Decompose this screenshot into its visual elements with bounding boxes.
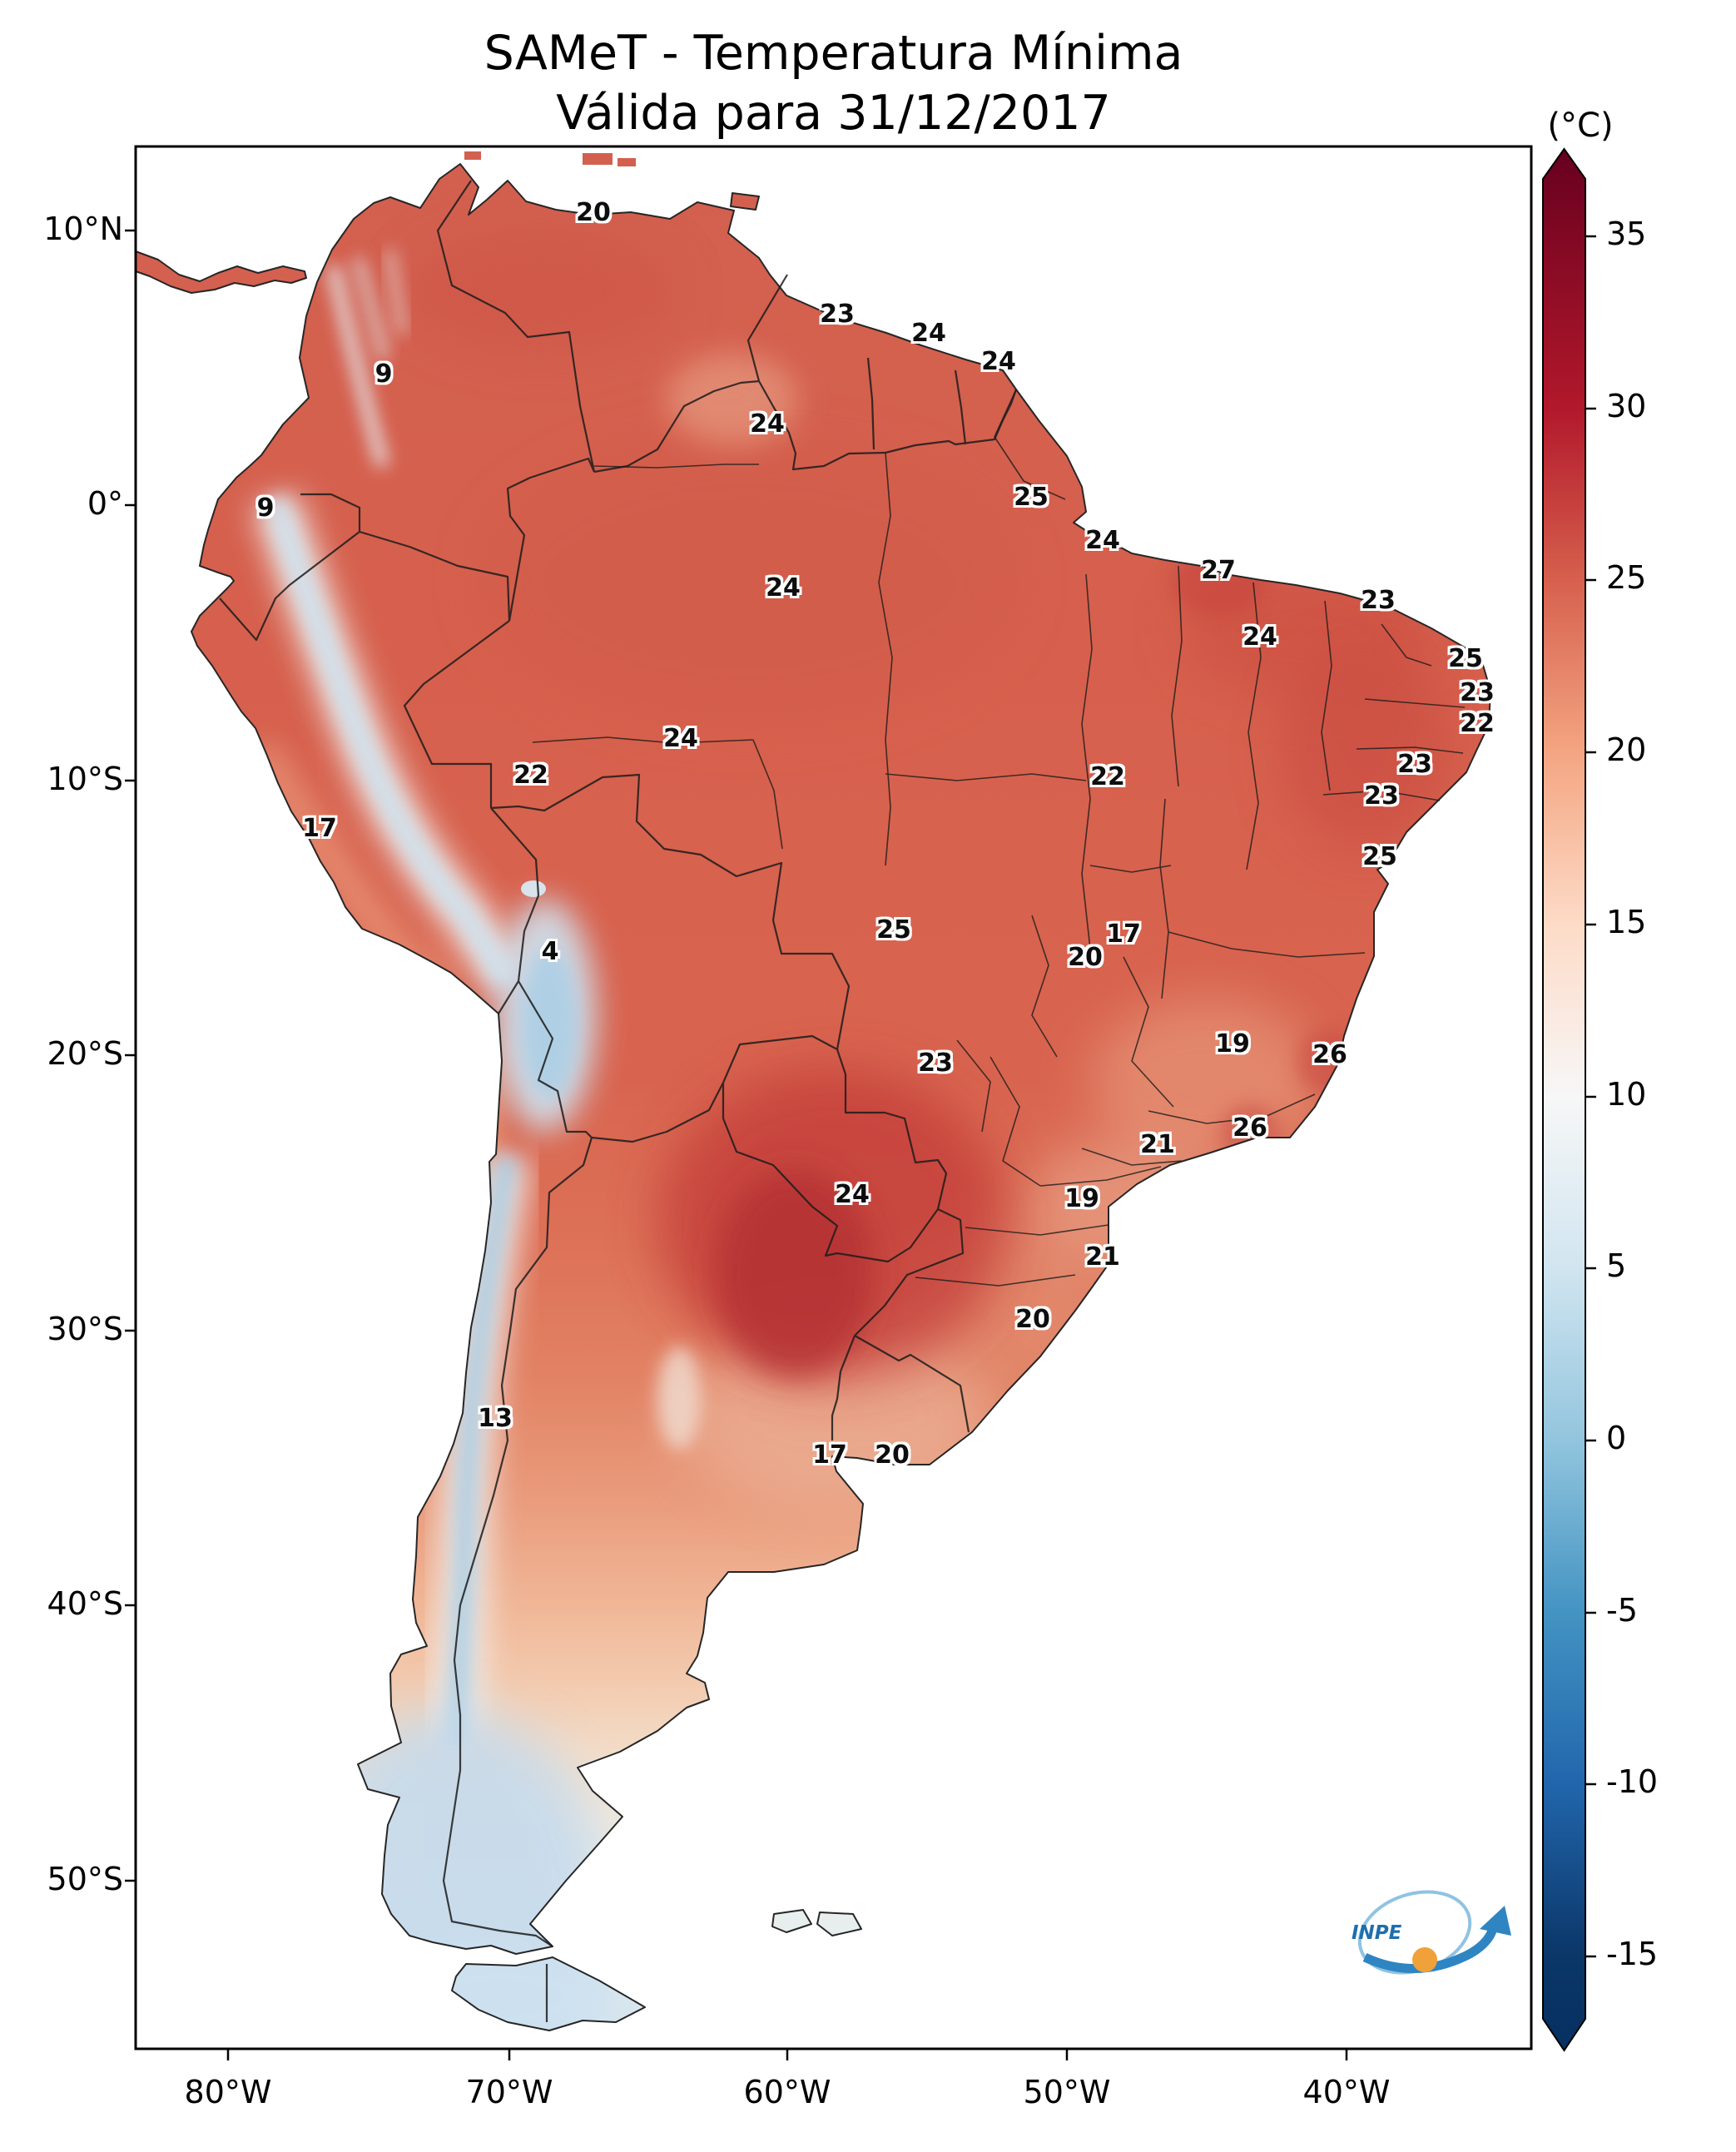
temperature-label: 23 <box>918 1049 953 1078</box>
temperature-label: 26 <box>1233 1113 1267 1143</box>
temperature-label: 20 <box>875 1440 910 1470</box>
colorbar-tick-label: -15 <box>1606 1936 1659 1972</box>
longitude-tick-label: 50°W <box>1023 2074 1111 2110</box>
temperature-label: 25 <box>1014 483 1049 512</box>
colorbar-tick-label: -10 <box>1606 1763 1659 1800</box>
colorbar-tick-label: 0 <box>1606 1420 1627 1456</box>
temperature-label: 17 <box>1106 920 1141 949</box>
colorbar-tick-label: 25 <box>1606 559 1647 596</box>
temperature-label: 20 <box>1015 1305 1050 1334</box>
longitude-tick-label: 60°W <box>743 2074 831 2110</box>
colorbar-tick-label: -5 <box>1606 1592 1638 1629</box>
temperature-label: 9 <box>374 359 393 389</box>
latitude-tick-label: 10°S <box>47 761 123 797</box>
temperature-label: 21 <box>1140 1130 1175 1159</box>
temperature-label: 19 <box>1215 1029 1250 1059</box>
inpe-logo-arrowhead <box>1480 1906 1511 1936</box>
longitude-tick-label: 80°W <box>184 2074 272 2110</box>
temperature-label: 27 <box>1201 556 1236 585</box>
colorbar-tick-label: 15 <box>1606 904 1647 940</box>
latitude-tick-label: 0° <box>87 485 123 522</box>
temperature-label: 19 <box>1064 1184 1099 1213</box>
colorbar-tick-label: 10 <box>1606 1076 1647 1113</box>
latitude-tick-label: 50°S <box>47 1861 123 1897</box>
colorbar <box>1542 147 1586 2052</box>
temperature-label: 24 <box>911 319 946 348</box>
inpe-logo-arrow <box>1362 1924 1499 1973</box>
inpe-logo-orange-dot <box>1412 1947 1437 1972</box>
temperature-label: 17 <box>812 1440 847 1470</box>
temperature-label: 4 <box>541 937 559 966</box>
colorbar-tick-label: 5 <box>1606 1247 1627 1284</box>
inpe-logo <box>1357 1890 1511 1975</box>
temperature-label: 22 <box>1090 762 1125 791</box>
latitude-tick-label: 10°N <box>43 211 123 247</box>
longitude-tick-label: 70°W <box>465 2074 553 2110</box>
temperature-label: 20 <box>1068 943 1103 972</box>
temperature-label: 24 <box>766 573 801 602</box>
state-borders <box>532 389 1466 1287</box>
latitude-tick-label: 40°S <box>47 1585 123 1622</box>
map-title-line1: SAMeT - Temperatura Mínima <box>484 26 1183 81</box>
temperature-label: 24 <box>981 347 1016 376</box>
longitude-tick-label: 40°W <box>1302 2074 1391 2110</box>
temperature-label: 22 <box>1460 709 1495 738</box>
temperature-label: 23 <box>1397 750 1432 779</box>
colorbar-tick-label: 35 <box>1606 216 1647 252</box>
temperature-label: 20 <box>576 198 611 227</box>
temperature-label: 26 <box>1312 1040 1347 1069</box>
temperature-label: 24 <box>835 1180 870 1209</box>
temperature-label: 25 <box>1448 644 1483 673</box>
colorbar-unit-label: (°C) <box>1547 107 1614 145</box>
temperature-label: 23 <box>820 300 855 329</box>
inpe-logo-text: INPE <box>1352 1922 1402 1944</box>
temperature-label: 24 <box>663 724 698 753</box>
coastline <box>135 163 1491 2031</box>
temperature-label: 23 <box>1361 586 1396 615</box>
map-title: SAMeT - Temperatura Mínima Válida para 3… <box>136 23 1531 143</box>
temperature-label: 23 <box>1460 678 1495 707</box>
map-frame <box>134 145 1533 2050</box>
temperature-label: 13 <box>478 1404 513 1433</box>
latitude-tick-label: 30°S <box>47 1311 123 1347</box>
temperature-label: 21 <box>1085 1242 1120 1272</box>
temperature-label: 25 <box>1362 842 1397 871</box>
temperature-label: 24 <box>1242 622 1277 652</box>
temperature-label: 25 <box>876 915 911 945</box>
temperature-label: 22 <box>513 761 548 790</box>
temperature-label: 24 <box>1085 526 1120 555</box>
latitude-tick-label: 20°S <box>47 1035 123 1072</box>
map-title-line2: Válida para 31/12/2017 <box>556 86 1111 141</box>
country-borders <box>219 180 1018 2022</box>
temperature-label: 24 <box>750 409 785 439</box>
temperature-label: 23 <box>1364 781 1399 811</box>
colorbar-gradient-bar <box>1542 147 1586 2052</box>
colorbar-tick-label: 30 <box>1606 388 1647 424</box>
temperature-label: 9 <box>256 493 275 523</box>
temperature-label: 17 <box>302 814 337 843</box>
colorbar-tick-label: 20 <box>1606 731 1647 768</box>
